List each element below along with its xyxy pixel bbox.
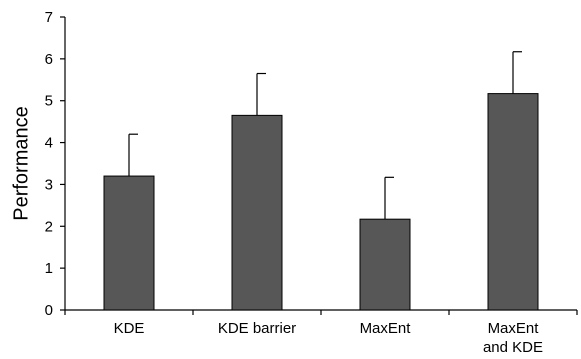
x-tick-label: and KDE (483, 339, 543, 356)
y-tick-label: 0 (45, 302, 53, 319)
error-bars (128, 51, 522, 220)
y-tick-label: 3 (45, 176, 53, 193)
x-tick-label: KDE (114, 320, 145, 337)
bar (231, 114, 283, 311)
x-tick-label: KDE barrier (218, 320, 296, 337)
y-tick-label: 1 (45, 260, 53, 277)
y-tick-label: 2 (45, 218, 53, 235)
x-tick-label: MaxEnt (360, 320, 412, 337)
y-axis: 0 1 2 3 4 5 6 7 (45, 9, 66, 319)
y-tick-label: 4 (45, 135, 53, 152)
y-tick-label: 6 (45, 51, 53, 68)
bar (487, 93, 539, 311)
y-tick-label: 5 (45, 93, 53, 110)
y-axis-title: Performance (10, 106, 32, 221)
x-tick-label: MaxEnt (488, 320, 540, 337)
bar (103, 175, 155, 311)
x-axis: KDE KDE barrier MaxEnt MaxEnt and KDE (64, 309, 578, 356)
y-tick-label: 7 (45, 9, 53, 26)
bars (103, 93, 539, 311)
bar (359, 218, 411, 311)
